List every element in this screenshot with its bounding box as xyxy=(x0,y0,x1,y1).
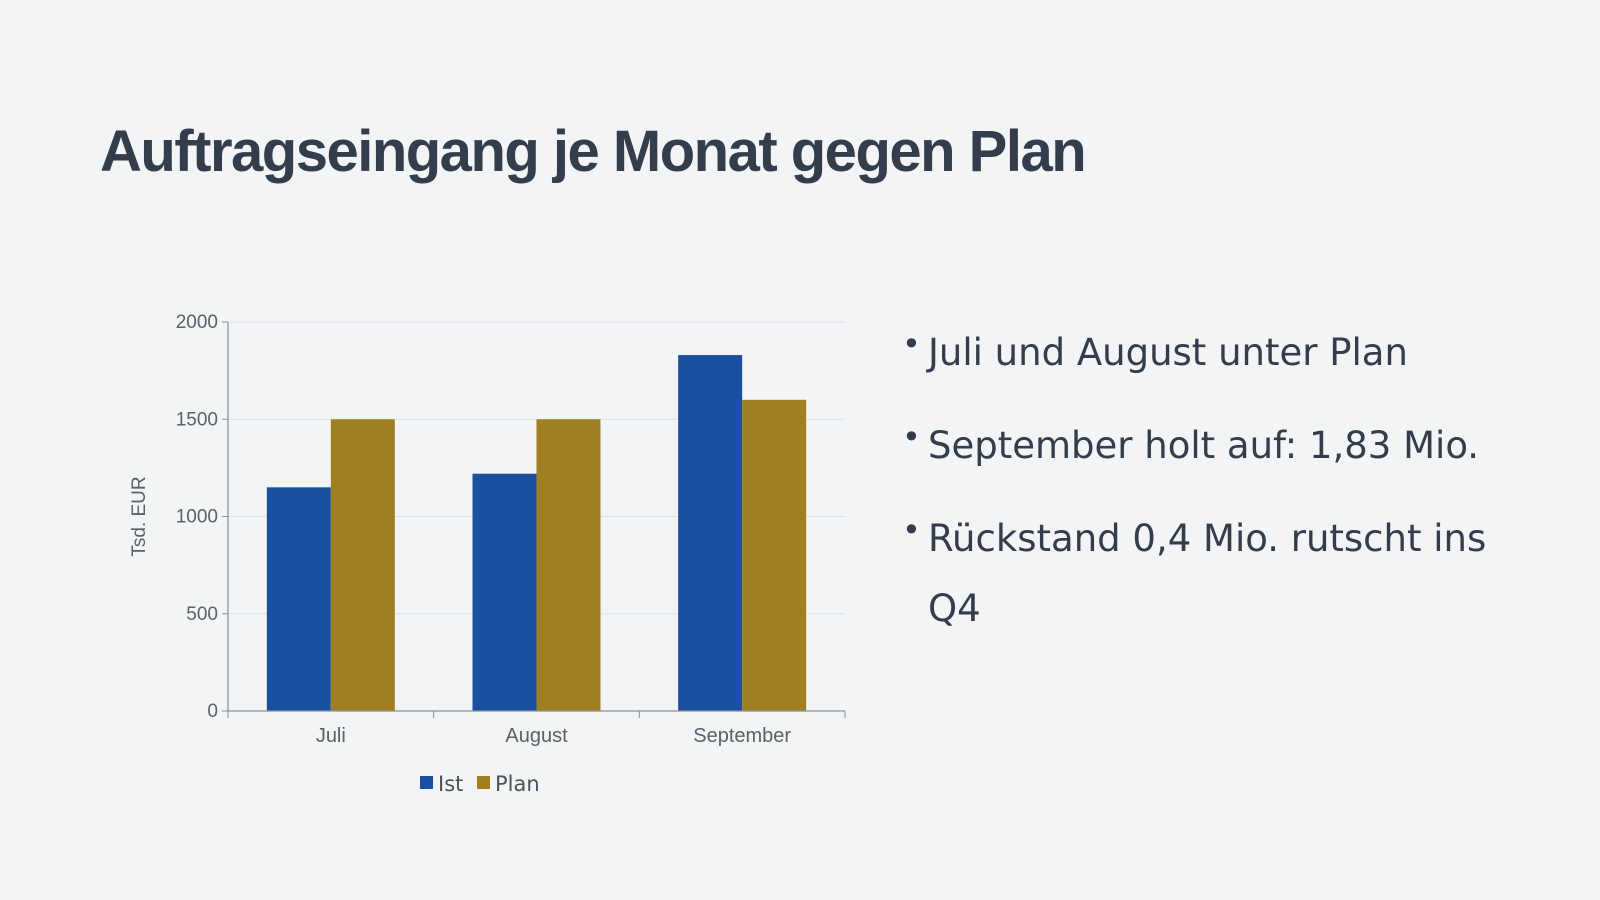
y-tick-label: 500 xyxy=(186,604,218,625)
x-tick-label: August xyxy=(505,725,568,747)
legend-swatch-plan xyxy=(477,776,490,789)
x-tick-label: September xyxy=(693,725,791,747)
legend-swatch-ist xyxy=(420,776,433,789)
y-tick-label: 2000 xyxy=(176,312,218,333)
slide-title: Auftragseingang je Monat gegen Plan xyxy=(100,119,1087,184)
bullet-text: Juli und August unter Plan xyxy=(928,331,1408,374)
legend-label-ist: Ist xyxy=(438,772,463,796)
bullet-dot-icon: • xyxy=(902,325,921,363)
bullet-list: • Juli und August unter Plan • September h… xyxy=(900,318,1500,667)
bullet-text: September holt auf: 1,83 Mio. xyxy=(928,424,1480,467)
y-tick-label: 1000 xyxy=(176,507,218,528)
y-tick-label: 0 xyxy=(207,701,218,722)
bullet-item: • September holt auf: 1,83 Mio. xyxy=(900,411,1500,481)
bar-plan xyxy=(742,399,807,711)
bullet-text: Rückstand 0,4 Mio. rutscht ins Q4 xyxy=(928,517,1487,630)
y-tick-label: 1500 xyxy=(176,409,218,430)
legend-label-plan: Plan xyxy=(495,772,540,796)
bar-plan xyxy=(330,419,395,711)
bullet-item: • Juli und August unter Plan xyxy=(900,318,1500,388)
bar-plan xyxy=(536,419,601,711)
bar-ist xyxy=(266,487,331,711)
bullet-dot-icon: • xyxy=(902,418,921,456)
y-axis-label: Tsd. EUR xyxy=(129,476,150,556)
bullet-dot-icon: • xyxy=(902,511,921,549)
bullet-item: • Rückstand 0,4 Mio. rutscht ins Q4 xyxy=(900,504,1500,644)
bar-ist xyxy=(678,355,743,711)
bar-ist xyxy=(472,473,537,711)
x-tick-label: Juli xyxy=(316,725,346,747)
